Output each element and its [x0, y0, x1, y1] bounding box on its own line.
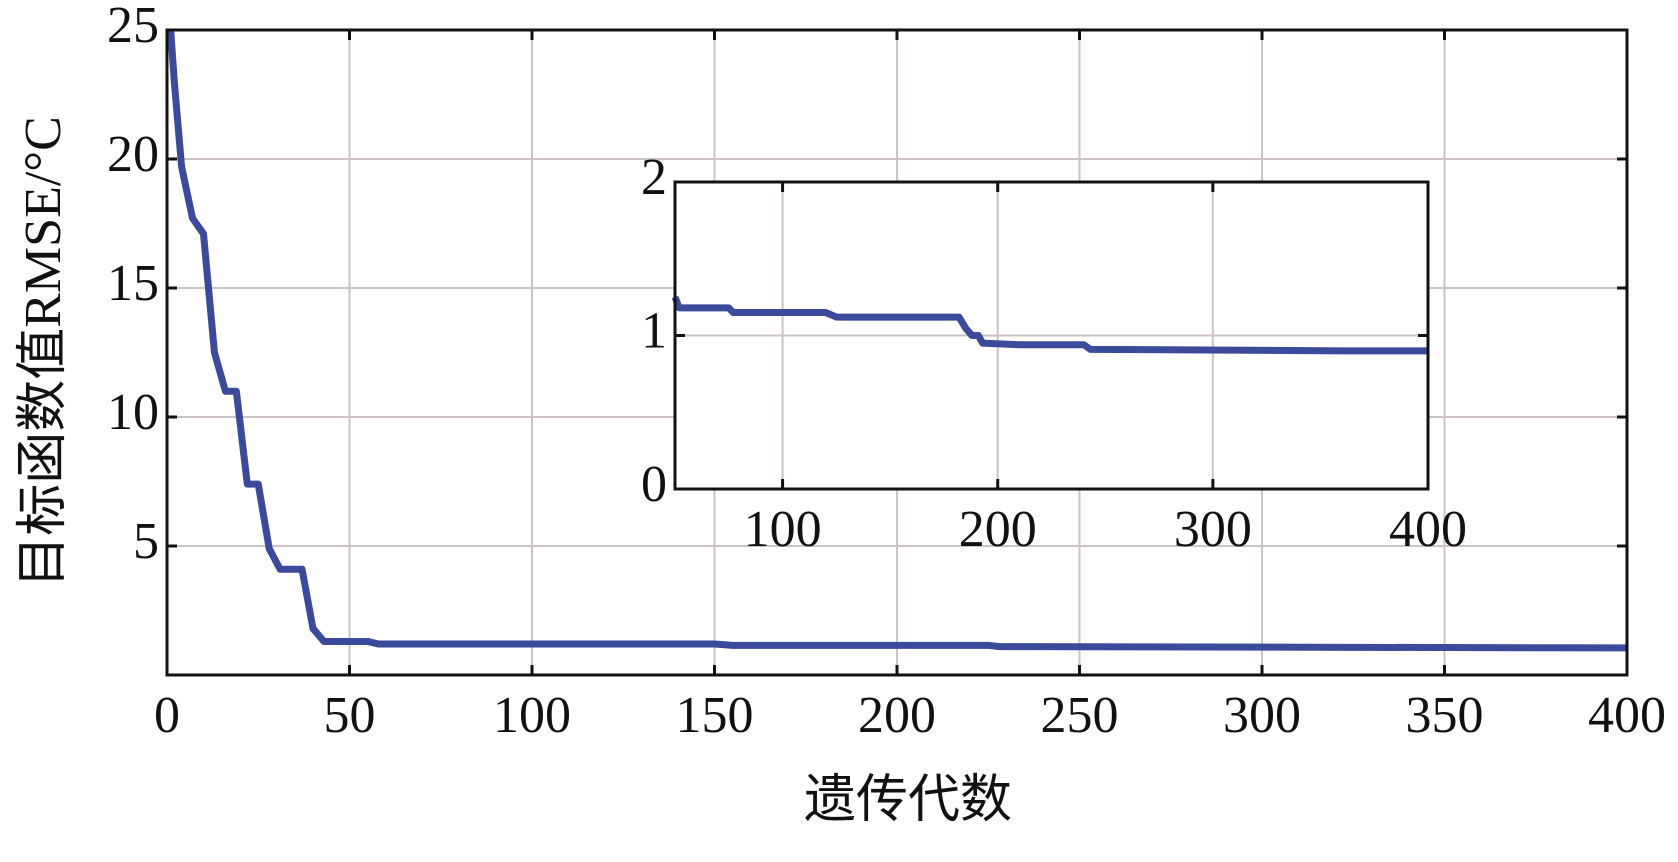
x-tick-label: 0 [154, 687, 180, 744]
x-tick-label: 100 [744, 501, 822, 558]
y-axis-label: 目标函数值RMSE/°C [15, 116, 72, 588]
x-tick-label: 250 [1041, 687, 1119, 744]
plot-frame [165, 28, 1629, 677]
x-tick-label: 300 [1174, 501, 1252, 558]
x-tick-label: 400 [1389, 501, 1467, 558]
y-tick-label: 2 [641, 149, 667, 206]
y-tick-label: 1 [641, 302, 667, 359]
x-tick-label: 350 [1406, 687, 1484, 744]
x-tick-label: 400 [1588, 687, 1666, 744]
data-line [167, 29, 1628, 652]
y-tick-label: 15 [107, 255, 159, 312]
plot-frame [673, 180, 1430, 491]
x-tick-label: 100 [493, 687, 571, 744]
x-tick-label: 200 [959, 501, 1037, 558]
x-tick-label: 50 [324, 687, 376, 744]
y-tick-label: 25 [107, 0, 159, 54]
y-tick-label: 20 [107, 126, 159, 183]
x-tick-label: 200 [858, 687, 936, 744]
y-tick-label: 5 [133, 513, 159, 570]
y-tick-label: 0 [641, 456, 667, 513]
x-tick-label: 150 [676, 687, 754, 744]
x-axis-label: 遗传代数 [804, 772, 1012, 829]
x-tick-label: 300 [1223, 687, 1301, 744]
y-tick-label: 10 [107, 384, 159, 441]
data-line [671, 295, 1428, 355]
